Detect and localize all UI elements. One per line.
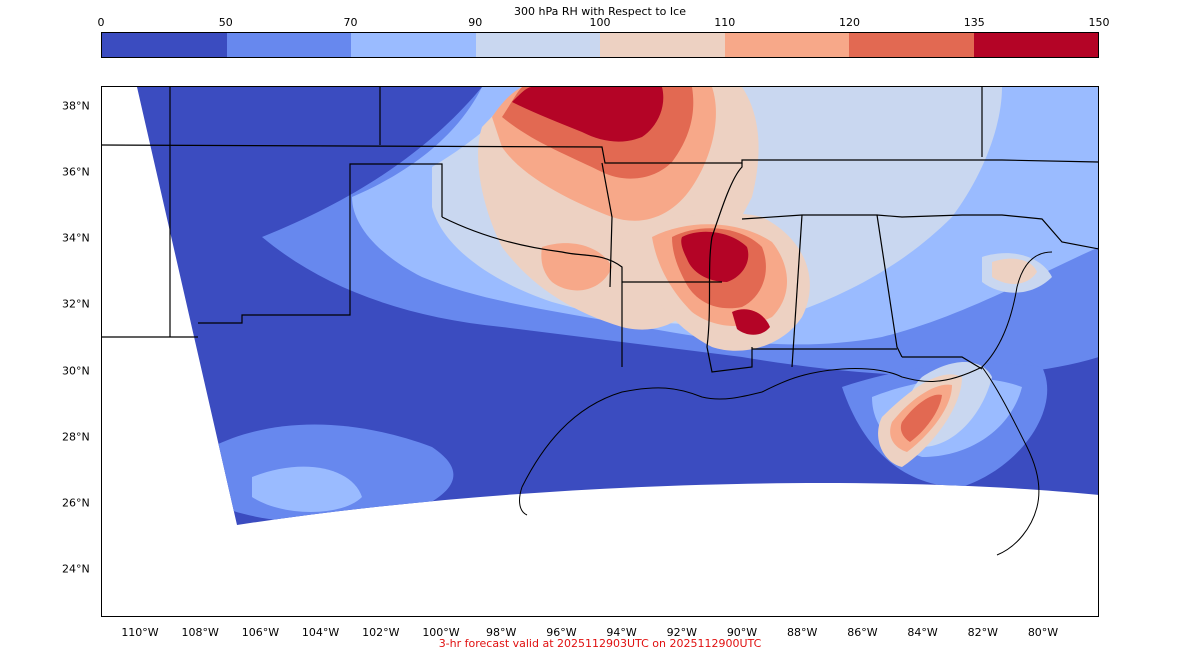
longitude-label: 86°W bbox=[847, 626, 878, 639]
colorbar bbox=[101, 32, 1099, 58]
map-panel bbox=[101, 86, 1099, 617]
longitude-label: 102°W bbox=[362, 626, 400, 639]
latitude-label: 36°N bbox=[62, 165, 90, 179]
state-borders bbox=[102, 87, 1098, 373]
colorbar-tick-label: 50 bbox=[218, 16, 233, 29]
colorbar-segment bbox=[226, 33, 351, 57]
latitude-label: 38°N bbox=[62, 99, 90, 113]
longitude-label: 96°W bbox=[546, 626, 577, 639]
longitude-label: 110°W bbox=[121, 626, 159, 639]
longitude-label: 80°W bbox=[1027, 626, 1059, 639]
longitude-label: 100°W bbox=[422, 626, 460, 639]
latitude-label: 26°N bbox=[62, 496, 90, 510]
latitude-label: 24°N bbox=[62, 562, 90, 576]
longitude-label: 94°W bbox=[606, 626, 637, 639]
longitude-label: 98°W bbox=[486, 626, 517, 639]
colorbar-segment bbox=[351, 33, 476, 57]
longitude-label: 92°W bbox=[666, 626, 697, 639]
colorbar-tick-label: 150 bbox=[1088, 16, 1110, 29]
latitude-label: 32°N bbox=[62, 297, 90, 311]
colorbar-segment bbox=[849, 33, 974, 57]
colorbar-segment bbox=[600, 33, 725, 57]
colorbar-segment bbox=[102, 33, 227, 57]
longitude-label: 88°W bbox=[787, 626, 818, 639]
colorbar-tick-label: 120 bbox=[839, 16, 860, 29]
colorbar-segment bbox=[475, 33, 600, 57]
colorbar-tick-label: 110 bbox=[714, 16, 736, 29]
colorbar-tick-label: 0 bbox=[97, 16, 105, 29]
rh-field bbox=[137, 87, 1098, 525]
colorbar-tick-label: 70 bbox=[343, 16, 358, 29]
coastline bbox=[519, 251, 1053, 556]
longitude-label: 106°W bbox=[241, 626, 280, 639]
map-canvas bbox=[102, 87, 1098, 556]
forecast-caption: 3-hr forecast valid at 2025112903UTC on … bbox=[438, 637, 762, 650]
longitude-label: 108°W bbox=[181, 626, 219, 639]
colorbar-segment bbox=[973, 33, 1098, 57]
latitude-label: 30°N bbox=[62, 364, 90, 378]
colorbar-tick-label: 100 bbox=[589, 16, 611, 29]
colorbar-tick-label: 90 bbox=[468, 16, 483, 29]
colorbar-title: 300 hPa RH with Respect to Ice bbox=[514, 5, 686, 18]
latitude-label: 28°N bbox=[62, 430, 90, 444]
longitude-label: 90°W bbox=[726, 626, 758, 639]
colorbar-segment bbox=[724, 33, 849, 57]
latitude-label: 34°N bbox=[62, 231, 90, 245]
colorbar-tick-label: 135 bbox=[963, 16, 985, 29]
longitude-label: 84°W bbox=[907, 626, 938, 639]
longitude-label: 82°W bbox=[967, 626, 998, 639]
longitude-label: 104°W bbox=[301, 626, 340, 639]
